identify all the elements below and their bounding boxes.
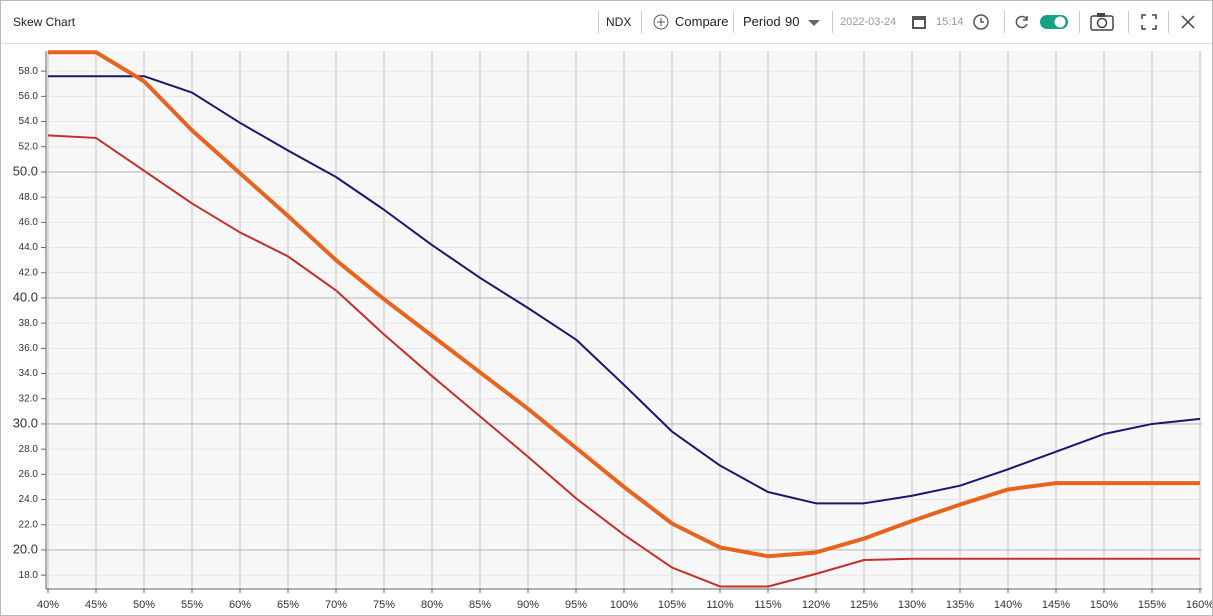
compare-button[interactable]: Compare (675, 14, 729, 29)
x-tick-label: 115% (754, 599, 782, 611)
separator (1128, 11, 1129, 33)
series-line (48, 75, 1201, 505)
y-tick-label: 18.0 (19, 570, 39, 581)
y-tick-label: 56.0 (19, 91, 39, 102)
y-tick-label: 28.0 (19, 444, 39, 455)
y-tick-label: 26.0 (19, 469, 39, 480)
symbol-button[interactable]: NDX (606, 15, 632, 29)
period-value[interactable]: 90 (785, 14, 800, 29)
y-tick-label: 34.0 (19, 368, 39, 379)
x-tick-label: 160% (1186, 599, 1212, 611)
y-tick-label: 54.0 (19, 116, 39, 127)
add-icon[interactable] (651, 12, 671, 32)
y-tick-label: 40.0 (13, 289, 38, 304)
x-tick-label: 110% (706, 599, 734, 611)
x-tick-label: 60% (229, 599, 251, 611)
y-tick-label: 24.0 (19, 494, 39, 505)
y-tick-label: 48.0 (19, 192, 39, 203)
y-tick-label: 30.0 (13, 415, 38, 430)
x-tick-label: 65% (277, 599, 299, 611)
camera-icon[interactable] (1089, 12, 1115, 32)
y-tick-label: 38.0 (19, 318, 39, 329)
separator (1168, 11, 1169, 33)
x-tick-label: 50% (133, 599, 155, 611)
x-tick-label: 70% (325, 599, 347, 611)
x-tick-label: 145% (1042, 599, 1070, 611)
separator (598, 11, 599, 33)
x-tick-label: 100% (610, 599, 638, 611)
calendar-icon[interactable] (909, 12, 929, 32)
x-tick-label: 155% (1138, 599, 1166, 611)
separator (1079, 11, 1080, 33)
clock-icon[interactable] (971, 12, 991, 32)
x-tick-label: 95% (565, 599, 587, 611)
time-field[interactable]: 15:14 (936, 16, 964, 28)
close-icon[interactable] (1178, 12, 1198, 32)
y-tick-label: 58.0 (19, 66, 39, 77)
x-tick-label: 90% (517, 599, 539, 611)
y-tick-label: 44.0 (19, 242, 39, 253)
x-tick-label: 40% (37, 599, 59, 611)
separator (641, 11, 642, 33)
x-tick-label: 85% (469, 599, 491, 611)
x-tick-label: 55% (181, 599, 203, 611)
x-tick-label: 105% (658, 599, 686, 611)
x-tick-label: 135% (946, 599, 974, 611)
series-line (48, 50, 1200, 559)
fullscreen-icon[interactable] (1139, 12, 1159, 32)
y-tick-label: 36.0 (19, 343, 39, 354)
y-tick-label: 46.0 (19, 217, 39, 228)
series-line (47, 134, 1200, 588)
window-title: Skew Chart (13, 15, 76, 29)
y-tick-label: 50.0 (13, 163, 38, 178)
x-tick-label: 140% (994, 599, 1022, 611)
refresh-icon[interactable] (1012, 12, 1032, 32)
x-tick-label: 130% (898, 599, 926, 611)
date-field[interactable]: 2022-03-24 (840, 16, 897, 28)
toggle[interactable] (1039, 12, 1069, 32)
x-tick-label: 75% (373, 599, 395, 611)
dropdown-arrow[interactable] (805, 12, 823, 32)
separator (733, 11, 734, 33)
y-tick-label: 32.0 (19, 393, 39, 404)
y-tick-label: 22.0 (19, 519, 39, 530)
y-tick-label: 52.0 (19, 141, 39, 152)
x-tick-label: 150% (1090, 599, 1118, 611)
y-tick-label: 20.0 (13, 541, 38, 556)
x-tick-label: 80% (421, 599, 443, 611)
x-tick-label: 120% (802, 599, 830, 611)
x-tick-label: 45% (85, 599, 107, 611)
separator (1004, 11, 1005, 33)
toolbar: Skew Chart NDX Compare Period 90 2022-03… (1, 1, 1212, 44)
separator (832, 11, 833, 33)
x-tick-label: 125% (850, 599, 878, 611)
y-tick-label: 42.0 (19, 267, 39, 278)
period-label: Period (743, 14, 781, 29)
